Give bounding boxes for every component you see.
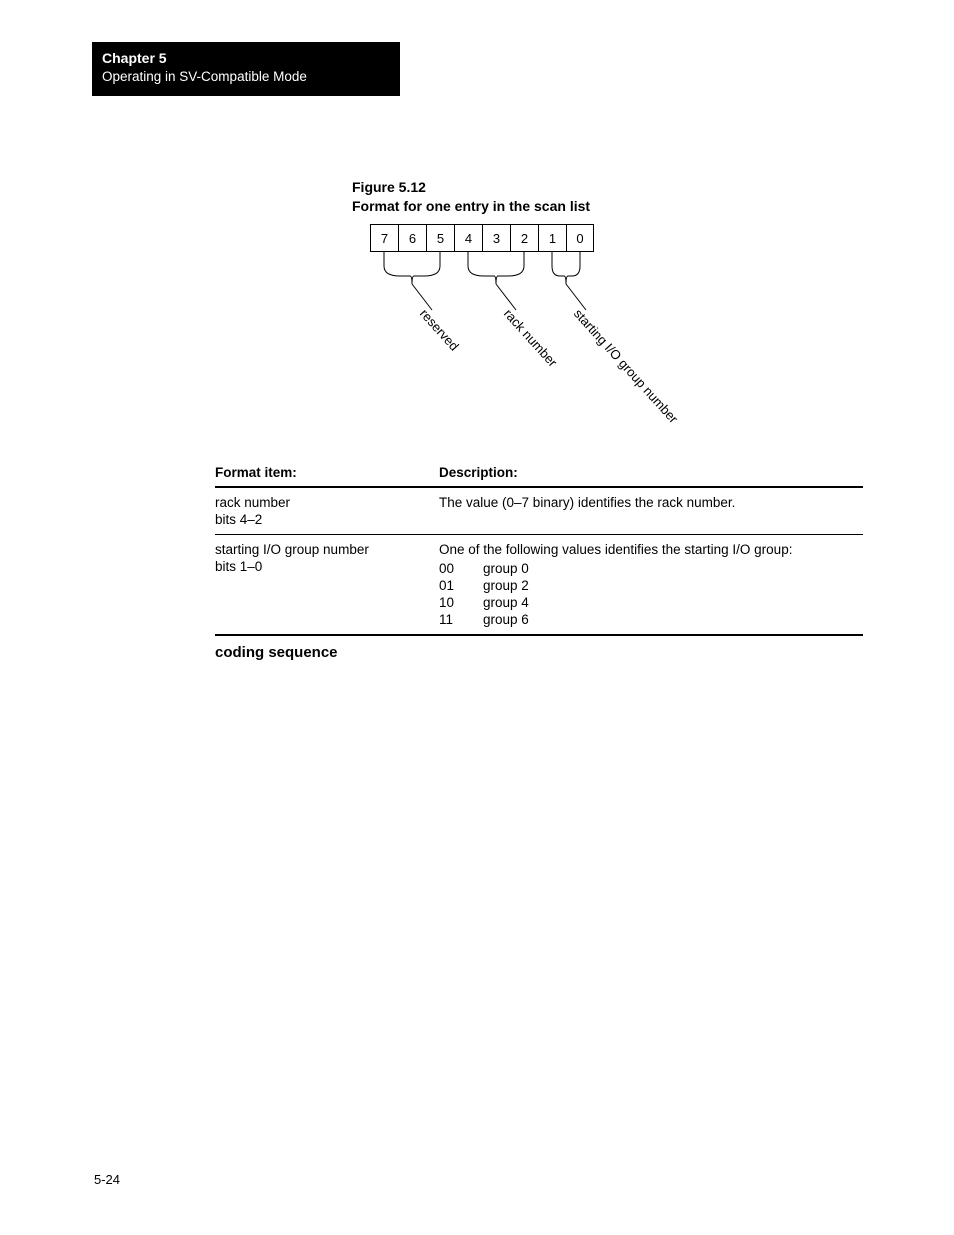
page-number: 5-24: [94, 1172, 120, 1187]
header-description: Description:: [439, 465, 863, 480]
chapter-number: Chapter 5: [102, 50, 390, 66]
group-key: 01: [439, 578, 483, 593]
format-table: Format item: Description: rack number bi…: [215, 465, 863, 636]
figure-caption: Figure 5.12 Format for one entry in the …: [352, 178, 590, 216]
description-text: The value (0–7 binary) identifies the ra…: [439, 495, 735, 510]
header-format-item: Format item:: [215, 465, 439, 480]
group-list: 00 group 0 01 group 2 10 group 4 11 grou…: [439, 561, 863, 627]
group-line: 10 group 4: [439, 595, 863, 610]
table-row: rack number bits 4–2 The value (0–7 bina…: [215, 488, 863, 535]
description: One of the following values identifies t…: [439, 542, 863, 627]
format-item-name: rack number: [215, 495, 439, 510]
group-line: 01 group 2: [439, 578, 863, 593]
bit-diagram: 7 6 5 4 3 2 1 0: [370, 224, 770, 444]
group-value: group 0: [483, 561, 529, 576]
format-item: starting I/O group number bits 1–0: [215, 542, 439, 627]
format-item: rack number bits 4–2: [215, 495, 439, 527]
table-header: Format item: Description:: [215, 465, 863, 488]
format-item-bits: bits 1–0: [215, 559, 439, 574]
group-value: group 2: [483, 578, 529, 593]
figure-title: Format for one entry in the scan list: [352, 197, 590, 216]
table-row: starting I/O group number bits 1–0 One o…: [215, 535, 863, 636]
group-line: 00 group 0: [439, 561, 863, 576]
group-value: group 6: [483, 612, 529, 627]
group-value: group 4: [483, 595, 529, 610]
format-item-bits: bits 4–2: [215, 512, 439, 527]
group-line: 11 group 6: [439, 612, 863, 627]
coding-sequence-heading: coding sequence: [215, 644, 338, 661]
description: The value (0–7 binary) identifies the ra…: [439, 495, 863, 527]
group-key: 10: [439, 595, 483, 610]
group-key: 11: [439, 612, 483, 627]
figure-number: Figure 5.12: [352, 178, 590, 197]
chapter-subtitle: Operating in SV-Compatible Mode: [102, 69, 390, 84]
chapter-header: Chapter 5 Operating in SV-Compatible Mod…: [92, 42, 400, 96]
group-key: 00: [439, 561, 483, 576]
brace-connectors: [370, 224, 770, 444]
format-item-name: starting I/O group number: [215, 542, 439, 557]
description-text: One of the following values identifies t…: [439, 542, 792, 557]
